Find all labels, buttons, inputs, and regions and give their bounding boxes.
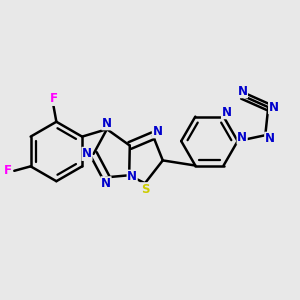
Text: F: F — [50, 92, 57, 105]
Text: N: N — [127, 170, 137, 183]
Text: N: N — [82, 147, 92, 161]
Text: S: S — [141, 183, 149, 196]
Text: N: N — [152, 125, 162, 138]
Text: N: N — [265, 132, 275, 145]
Text: N: N — [238, 85, 248, 98]
Text: N: N — [102, 117, 112, 130]
Text: N: N — [101, 177, 111, 190]
Text: F: F — [4, 164, 12, 177]
Text: N: N — [237, 131, 247, 144]
Text: N: N — [221, 106, 232, 119]
Text: N: N — [268, 100, 279, 114]
